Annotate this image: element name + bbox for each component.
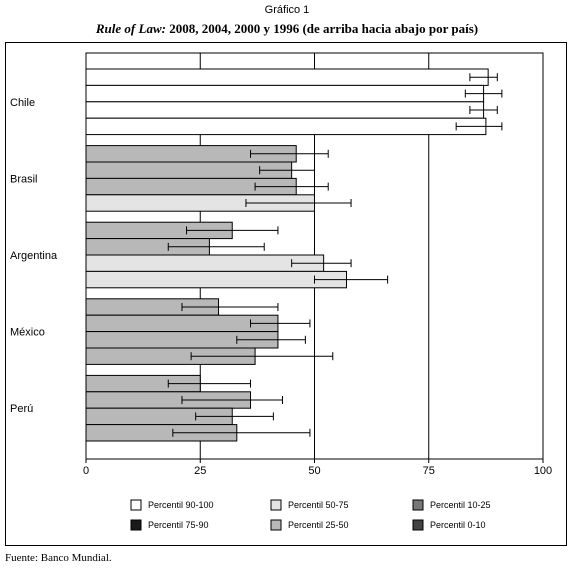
legend-swatch — [412, 499, 424, 511]
country-label: Chile — [10, 97, 35, 109]
bar — [85, 254, 325, 272]
legend-swatch — [270, 499, 282, 511]
bar — [85, 270, 347, 289]
bar — [85, 314, 279, 333]
x-tick-label: 50 — [308, 465, 320, 477]
chart-title: Rule of Law: 2008, 2004, 2000 y 1996 (de… — [0, 21, 574, 37]
legend-swatch — [270, 519, 282, 531]
figure-frame — [5, 42, 567, 546]
legend-label: Percentil 90-100 — [148, 500, 214, 510]
figure-caption: Gráfico 1 — [264, 4, 310, 16]
x-tick-label: 75 — [423, 465, 435, 477]
legend-swatch — [412, 519, 424, 531]
bar — [85, 68, 489, 86]
legend-label: Percentil 25-50 — [288, 520, 349, 530]
bar — [85, 84, 485, 103]
legend-label: Percentil 75-90 — [148, 520, 209, 530]
country-label: Argentina — [10, 250, 58, 262]
country-label: México — [10, 327, 45, 339]
x-tick-label: 0 — [83, 465, 89, 477]
legend-label: Percentil 0-10 — [430, 520, 486, 530]
country-label: Brasil — [10, 173, 38, 185]
legend-label: Percentil 10-25 — [430, 500, 491, 510]
x-tick-label: 25 — [194, 465, 206, 477]
country-label: Perú — [10, 403, 33, 415]
chart-title-rest: 2008, 2004, 2000 y 1996 (de arriba hacia… — [165, 21, 479, 36]
chart-title-italic: Rule of Law: — [95, 21, 166, 36]
legend-swatch — [130, 519, 142, 531]
bar — [85, 101, 485, 119]
x-tick-label: 100 — [534, 465, 552, 477]
chart: 0 25 50 75 100 Chile Brasil Argentina México Perú… — [10, 52, 552, 531]
bar — [85, 117, 487, 136]
legend-swatch — [130, 499, 142, 511]
source-note: Fuente: Banco Mundial. — [5, 552, 112, 564]
legend-label: Percentil 50-75 — [288, 500, 349, 510]
